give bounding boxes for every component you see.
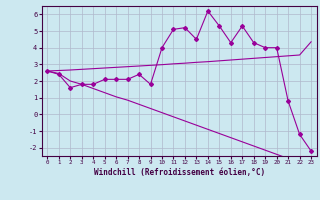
X-axis label: Windchill (Refroidissement éolien,°C): Windchill (Refroidissement éolien,°C) bbox=[94, 168, 265, 177]
